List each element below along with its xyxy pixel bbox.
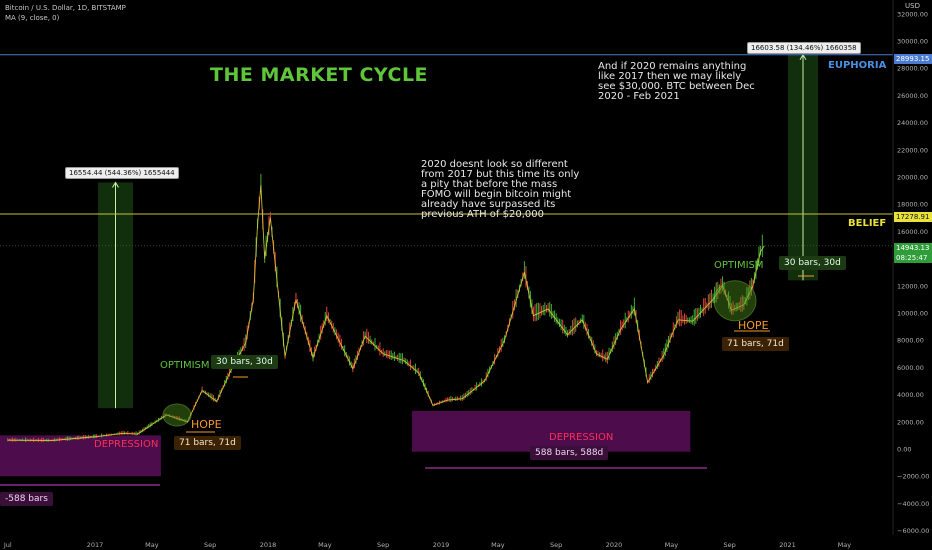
y-tick-label: 30000.00 (897, 38, 928, 46)
bars-badge-30-2017: 30 bars, 30d (211, 355, 278, 369)
x-tick-label: Jul (3, 541, 12, 549)
y-tick-label: 10000.00 (897, 310, 928, 318)
depression-zone-2 (412, 410, 691, 452)
x-tick-label: May (145, 541, 159, 549)
optimism-ellipse-2020 (713, 280, 757, 322)
x-tick-label: Sep (550, 541, 562, 549)
y-tick-label: 12000.00 (897, 282, 928, 290)
price-tag-last: 14943.13 (894, 243, 932, 253)
indicator-legend[interactable]: MA (9, close, 0) (5, 14, 60, 22)
belief-label: BELIEF (848, 218, 887, 229)
countdown-tag: 08:25:47 (894, 253, 932, 263)
bars-badge-30-2020: 30 bars, 30d (779, 256, 846, 270)
measure-arrowhead-1 (112, 181, 119, 188)
bars-badge-minus-588: -588 bars (0, 492, 53, 506)
note-2017-comparison: 2020 doesnt look so different from 2017 … (421, 159, 580, 220)
y-tick-label: 18000.00 (897, 201, 928, 209)
y-tick-label: 8000.00 (897, 337, 924, 345)
y-tick-label: 32000.00 (897, 10, 928, 18)
optimism-label-2020: OPTIMISM (714, 260, 764, 271)
y-tick-label: −4000.00 (897, 500, 929, 508)
x-tick-label: May (665, 541, 679, 549)
hope-label-2020: HOPE (738, 319, 769, 332)
y-tick-label: −2000.00 (897, 473, 929, 481)
y-tick-label: 0.00 (897, 446, 911, 454)
chart-annotation-title: THE MARKET CYCLE (210, 64, 429, 86)
depression-label-2016: DEPRESSION (94, 439, 159, 450)
hope-label-2017: HOPE (191, 418, 222, 431)
y-tick-label: 20000.00 (897, 174, 928, 182)
bars-badge-71-2017: 71 bars, 71d (174, 436, 241, 450)
symbol-title[interactable]: Bitcoin / U.S. Dollar, 1D, BITSTAMP (5, 4, 126, 12)
bars-badge-71-2020: 71 bars, 71d (722, 337, 789, 351)
note-2020-projection: And if 2020 remains anything like 2017 t… (598, 61, 755, 102)
y-tick-label: 2000.00 (897, 418, 924, 426)
euphoria-label: EUPHORIA (828, 60, 887, 71)
y-tick-label: 26000.00 (897, 92, 928, 100)
y-tick-label: 4000.00 (897, 391, 924, 399)
x-tick-label: Sep (377, 541, 389, 549)
x-tick-label: May (491, 541, 505, 549)
x-tick-label: Sep (724, 541, 736, 549)
x-tick-label: 2017 (87, 541, 104, 549)
x-tick-label: Sep (204, 541, 216, 549)
x-tick-label: 2019 (433, 541, 450, 549)
ma-line (7, 185, 765, 442)
x-tick-label: 2018 (260, 541, 277, 549)
x-tick-label: 2020 (606, 541, 623, 549)
y-tick-label: 22000.00 (897, 146, 928, 154)
x-tick-label: 2021 (779, 541, 796, 549)
measure-label-2017[interactable]: 16554.44 (544.36%) 1655444 (65, 167, 179, 179)
bars-badge-588: 588 bars, 588d (530, 446, 609, 460)
depression-label-2019: DEPRESSION (549, 432, 614, 443)
y-tick-label: 28000.00 (897, 65, 928, 73)
x-tick-label: May (838, 541, 852, 549)
optimism-label-2017: OPTIMISM (160, 360, 210, 371)
y-tick-label: 24000.00 (897, 119, 928, 127)
measure-label-2020[interactable]: 16603.58 (134.46%) 1660358 (747, 42, 861, 54)
optimism-ellipse-2017 (162, 403, 192, 427)
price-tag-belief: 17278.91 (894, 212, 932, 222)
y-tick-label: 16000.00 (897, 228, 928, 236)
price-tag-euphoria: 28993.15 (894, 54, 932, 64)
y-tick-label: 6000.00 (897, 364, 924, 372)
y-tick-label: −6000.00 (897, 527, 929, 535)
currency-label: USD (905, 2, 920, 10)
depression-zone-1 (0, 435, 161, 477)
x-tick-label: May (318, 541, 332, 549)
